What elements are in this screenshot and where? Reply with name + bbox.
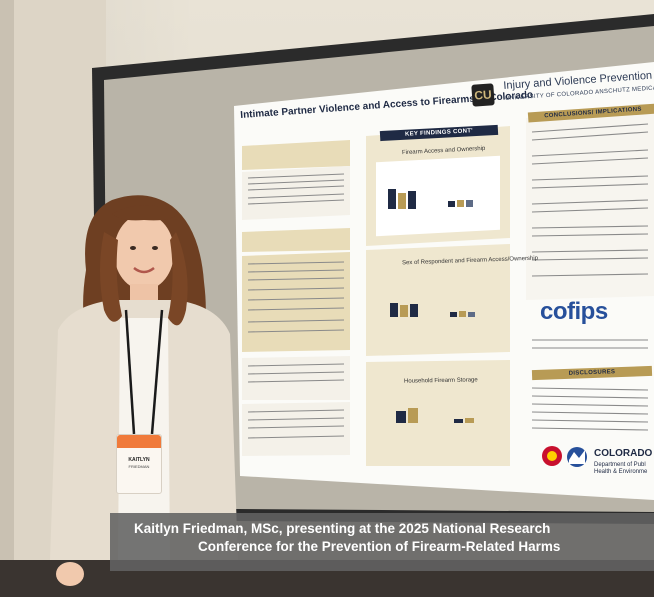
cdph-line-2: Health & Environme — [594, 469, 648, 475]
bar — [390, 303, 398, 317]
caption-line-1: Kaitlyn Friedman, MSc, presenting at the… — [134, 521, 551, 536]
text-lines — [247, 123, 649, 439]
badge-surname: FRIEDMAN — [128, 464, 150, 469]
bar — [459, 311, 466, 317]
bar — [410, 304, 418, 317]
smile — [133, 266, 155, 274]
bar — [408, 408, 418, 423]
hair-curl — [100, 232, 122, 322]
lanyard — [124, 309, 136, 435]
chart-3-bars — [396, 408, 474, 423]
hand — [56, 562, 84, 586]
panel-key-findings — [242, 402, 350, 456]
badge-header — [117, 435, 161, 448]
bar — [398, 193, 406, 209]
panel-background — [242, 140, 350, 170]
bar — [466, 200, 473, 207]
chart-area-1 — [376, 155, 500, 237]
caption-line-2: Conference for the Prevention of Firearm… — [198, 539, 561, 554]
panel-methods — [242, 252, 350, 352]
bar — [408, 191, 416, 209]
hair-curl — [168, 232, 188, 326]
cofips-text: cofips — [540, 298, 608, 325]
left-edge — [0, 0, 14, 597]
eye — [152, 246, 158, 250]
bar — [468, 312, 475, 317]
lanyard — [150, 309, 164, 435]
hair-top — [112, 205, 178, 221]
panel-background-body — [242, 166, 350, 220]
bar — [396, 411, 406, 423]
bar — [388, 189, 396, 209]
chart-2-bars — [390, 303, 475, 317]
bar — [448, 201, 455, 207]
cdph-text: Department of Publ Health & Environme — [594, 462, 647, 476]
panel-participants — [242, 356, 350, 400]
bar — [457, 200, 464, 207]
name-badge: KAITLYN FRIEDMAN — [116, 434, 162, 494]
cdph-line-1: Department of Publ — [594, 462, 646, 468]
bar — [454, 419, 463, 423]
photo-caption: Kaitlyn Friedman, MSc, presenting at the… — [110, 513, 654, 571]
bar — [450, 312, 457, 317]
colorado-logo-icon — [542, 446, 587, 467]
bar — [465, 418, 474, 423]
cofips-logo: cofips — [540, 298, 608, 326]
bar — [400, 305, 408, 317]
chart-panel-3 — [366, 360, 510, 466]
chart-panel-2 — [366, 244, 510, 356]
eye — [130, 246, 136, 250]
chart-1-bars — [388, 189, 473, 209]
colorado-wordmark: COLORADO — [594, 448, 653, 459]
badge-name: KAITLYN — [128, 457, 150, 463]
panel-methods-header — [242, 228, 350, 252]
face — [114, 214, 174, 290]
